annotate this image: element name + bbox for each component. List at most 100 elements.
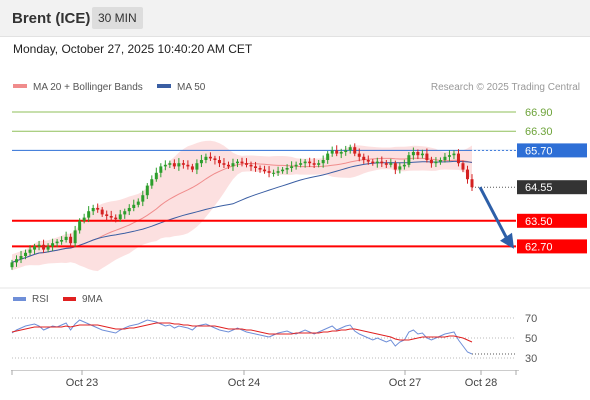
header-bar: Brent (ICE) 30 MIN <box>0 0 590 37</box>
candle-55 <box>258 168 262 170</box>
timeframe-button[interactable]: 30 MIN <box>92 7 143 29</box>
candle-102 <box>470 179 474 188</box>
candle-35 <box>168 163 172 165</box>
candle-28 <box>136 201 140 205</box>
candle-71 <box>330 150 334 154</box>
candle-6 <box>37 244 41 247</box>
candle-50 <box>235 161 239 164</box>
rsi-level-label-50: 50 <box>525 333 537 345</box>
candle-14 <box>73 230 77 244</box>
candle-96 <box>443 156 447 160</box>
candle-63 <box>294 164 298 167</box>
candle-48 <box>226 164 230 167</box>
candle-1 <box>15 259 19 263</box>
candle-2 <box>19 256 23 260</box>
level-label-63.50: 63.50 <box>525 216 553 228</box>
candle-7 <box>42 244 46 250</box>
candle-94 <box>434 161 438 164</box>
candle-24 <box>118 214 122 220</box>
candle-43 <box>204 156 208 160</box>
candle-0 <box>10 262 14 268</box>
candle-73 <box>339 152 343 154</box>
candle-76 <box>353 147 357 154</box>
rsi-level-label-30: 30 <box>525 353 537 365</box>
candle-58 <box>272 172 276 174</box>
candle-68 <box>317 163 321 165</box>
candle-22 <box>109 216 113 218</box>
candle-56 <box>263 169 267 172</box>
candle-61 <box>285 168 289 170</box>
candle-31 <box>150 179 154 186</box>
rsi-ma-line <box>11 322 473 343</box>
forecast-arrow-shaft <box>478 186 509 240</box>
candle-38 <box>181 163 185 165</box>
candle-57 <box>267 171 271 173</box>
candle-21 <box>105 214 109 216</box>
x-tick-label-0: Oct 23 <box>66 377 98 389</box>
datetime-label: Monday, October 27, 2025 10:40:20 AM CET <box>13 42 253 56</box>
candle-25 <box>123 211 127 215</box>
candle-34 <box>163 164 167 167</box>
credit-label: Research © 2025 Trading Central <box>431 82 580 93</box>
legend-label-0: MA 20 + Bollinger Bands <box>33 82 143 93</box>
candle-53 <box>249 164 253 167</box>
candle-13 <box>69 236 73 244</box>
candle-100 <box>461 163 465 170</box>
rsi-line <box>11 319 473 355</box>
candle-86 <box>398 166 402 170</box>
candle-84 <box>389 163 393 165</box>
candle-75 <box>348 147 352 151</box>
candle-65 <box>303 161 307 164</box>
candle-8 <box>46 246 50 250</box>
candle-37 <box>177 163 181 167</box>
candle-19 <box>96 208 100 210</box>
candle-69 <box>321 160 325 164</box>
candle-5 <box>33 246 37 250</box>
candle-85 <box>393 163 397 170</box>
level-label-66.90: 66.90 <box>525 107 553 119</box>
candle-9 <box>51 243 55 247</box>
rsi-legend-swatch-0 <box>13 297 26 301</box>
candle-87 <box>402 164 406 167</box>
candle-20 <box>100 209 104 215</box>
candle-91 <box>420 153 424 156</box>
candle-82 <box>380 161 384 164</box>
legend-swatch-1 <box>157 84 171 88</box>
rsi-legend-label-0: RSI <box>32 294 49 305</box>
candle-33 <box>159 166 163 173</box>
candle-60 <box>281 169 285 172</box>
candle-78 <box>362 156 366 160</box>
candle-101 <box>465 169 469 180</box>
candle-11 <box>60 240 64 242</box>
instrument-title: Brent (ICE) <box>12 10 91 27</box>
candle-66 <box>308 161 312 164</box>
candle-10 <box>55 241 59 244</box>
candle-17 <box>87 211 91 218</box>
candle-70 <box>326 153 330 160</box>
candle-26 <box>127 208 131 212</box>
level-label-62.70: 62.70 <box>525 241 553 253</box>
candle-32 <box>154 172 158 180</box>
x-tick-label-1: Oct 24 <box>228 377 260 389</box>
candle-15 <box>78 220 82 231</box>
candle-4 <box>28 249 32 253</box>
candle-42 <box>199 160 203 164</box>
candle-89 <box>411 152 415 156</box>
candle-16 <box>82 217 86 221</box>
candle-59 <box>276 171 280 173</box>
candle-29 <box>141 195 145 202</box>
candle-12 <box>64 236 68 240</box>
rsi-legend-label-1: 9MA <box>82 294 103 305</box>
candle-99 <box>456 153 460 164</box>
level-tag-62.70 <box>517 239 587 254</box>
candle-36 <box>172 163 176 167</box>
legend-swatch-0 <box>13 84 27 88</box>
x-tick-label-3: Oct 28 <box>465 377 497 389</box>
candle-52 <box>245 163 249 165</box>
candle-18 <box>91 208 95 212</box>
candle-46 <box>217 160 221 164</box>
candle-40 <box>190 166 194 170</box>
candle-74 <box>344 150 348 152</box>
legend-label-1: MA 50 <box>177 82 206 93</box>
